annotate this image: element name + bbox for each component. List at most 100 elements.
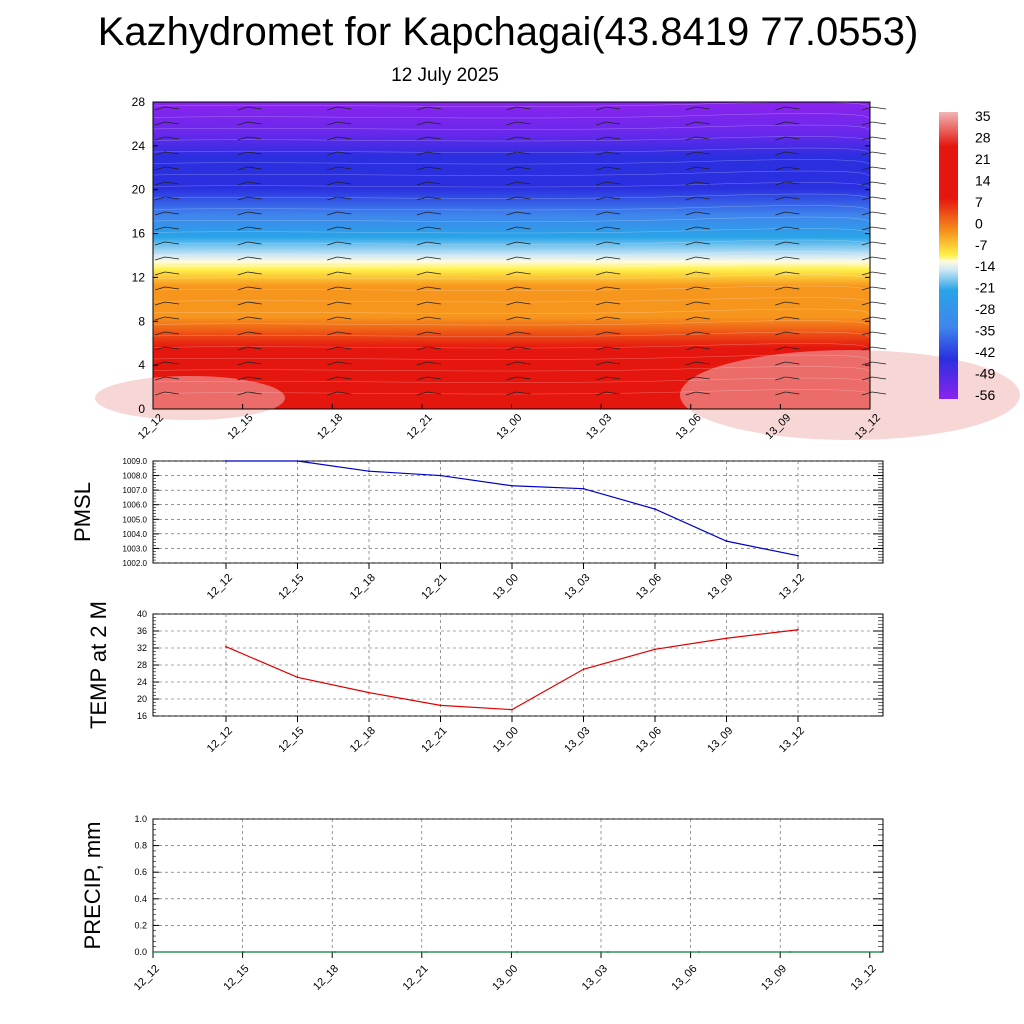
wind-barb — [685, 226, 710, 231]
x-tick-label: 12_21 — [419, 572, 449, 602]
wind-barb — [596, 196, 621, 201]
wind-barb — [685, 241, 710, 246]
wind-barb — [596, 181, 621, 186]
wind-barb — [154, 151, 180, 156]
wind-barb — [685, 316, 710, 321]
data-point — [582, 487, 585, 490]
wind-barb — [416, 226, 441, 231]
y-tick-label: 1.0 — [134, 814, 147, 824]
y-tick-label: 8 — [138, 314, 145, 328]
colorbar — [939, 112, 958, 399]
wind-barb — [596, 331, 621, 336]
wind-barb — [596, 106, 621, 111]
wind-barb — [154, 241, 180, 246]
x-tick-label: 12_15 — [221, 963, 251, 993]
wind-barb — [685, 151, 710, 156]
wind-barb — [154, 286, 180, 291]
data-point — [243, 951, 245, 953]
wind-barb — [327, 346, 352, 351]
y-tick-label: 28 — [132, 95, 146, 109]
wind-barb — [596, 301, 621, 306]
wind-barb — [685, 196, 710, 201]
data-point — [797, 628, 799, 631]
wind-barb — [327, 256, 352, 261]
wind-barb — [775, 166, 800, 171]
wind-barb — [237, 136, 262, 141]
colorbar-label: 21 — [975, 151, 991, 167]
data-point — [797, 554, 799, 557]
wind-barb — [237, 361, 262, 366]
wind-barb — [596, 151, 621, 156]
wind-barb — [154, 106, 180, 111]
colorbar-label: -35 — [975, 323, 995, 339]
x-tick-label: 13_00 — [490, 963, 520, 993]
x-tick-label: 12_12 — [205, 725, 235, 755]
wind-barb — [327, 106, 352, 111]
wind-barb — [775, 241, 800, 246]
wind-barb — [775, 121, 800, 126]
y-tick-label: 0.0 — [134, 947, 147, 957]
wind-barb — [237, 196, 262, 201]
wind-barb — [327, 316, 352, 321]
wind-barb — [596, 121, 621, 126]
wind-barb — [154, 226, 180, 231]
heatmap-contour — [152, 343, 871, 349]
heatmap-contour — [152, 285, 871, 291]
wind-barb — [237, 241, 262, 246]
wind-barb — [775, 316, 800, 321]
wind-barb — [685, 301, 710, 306]
data-point — [439, 704, 442, 707]
x-tick-label: 12_21 — [405, 412, 435, 442]
y-tick-label: 1008.0 — [123, 472, 148, 481]
wind-barb — [775, 226, 800, 231]
x-tick-label: 13_06 — [674, 412, 704, 442]
heatmap-contour — [152, 170, 871, 176]
pmsl-panel: 1009.0 1008.0 1007.0 1006.0 1005.0 1004.0 1003… — [70, 457, 884, 602]
wind-barb — [506, 151, 531, 156]
x-tick-label: 13_12 — [777, 572, 807, 602]
wind-barb — [506, 196, 531, 201]
wind-barb — [685, 136, 710, 141]
wind-barb — [154, 301, 180, 306]
data-point — [225, 460, 227, 462]
wind-barb — [416, 196, 441, 201]
x-tick-label: 13_06 — [669, 963, 699, 993]
y-tick-label: 1002.0 — [123, 559, 148, 568]
wind-barb — [685, 361, 710, 366]
wind-barb — [416, 391, 441, 396]
y-tick-label: 1003.0 — [123, 544, 148, 553]
x-tick-label: 12_18 — [348, 572, 378, 602]
plot-frame — [152, 460, 884, 564]
wind-barb — [327, 196, 352, 201]
wind-barb — [775, 301, 800, 306]
y-tick-label: 36 — [137, 626, 147, 636]
wind-barb — [154, 196, 180, 201]
wind-barb — [506, 271, 531, 276]
wind-barb — [154, 271, 180, 276]
wind-barb — [685, 271, 710, 276]
x-tick-label: 13_00 — [491, 572, 521, 602]
wind-barb — [775, 376, 800, 381]
wind-barb — [416, 181, 441, 186]
chart-title: Kazhydromet for Kapchagai(43.8419 77.055… — [97, 10, 919, 54]
data-point — [225, 645, 227, 648]
heatmap-contour — [152, 205, 871, 211]
x-tick-label: 13_09 — [705, 725, 735, 755]
wind-barb — [685, 346, 710, 351]
wind-barb — [327, 361, 352, 366]
wind-barb — [685, 181, 710, 186]
wind-barb — [775, 151, 800, 156]
wind-barb — [506, 256, 531, 261]
wind-barb — [327, 166, 352, 171]
x-tick-label: 13_09 — [759, 963, 789, 993]
heatmap-warm-patch-right — [680, 350, 1020, 440]
data-point — [725, 540, 728, 543]
wind-barb — [775, 196, 800, 201]
wind-barb — [416, 166, 441, 171]
x-tick-label: 13_09 — [705, 572, 735, 602]
wind-barb — [416, 271, 441, 276]
y-tick-label: 1004.0 — [123, 530, 148, 539]
heatmap-contour — [152, 193, 871, 199]
y-axis-label: PRECIP, mm — [80, 822, 105, 950]
